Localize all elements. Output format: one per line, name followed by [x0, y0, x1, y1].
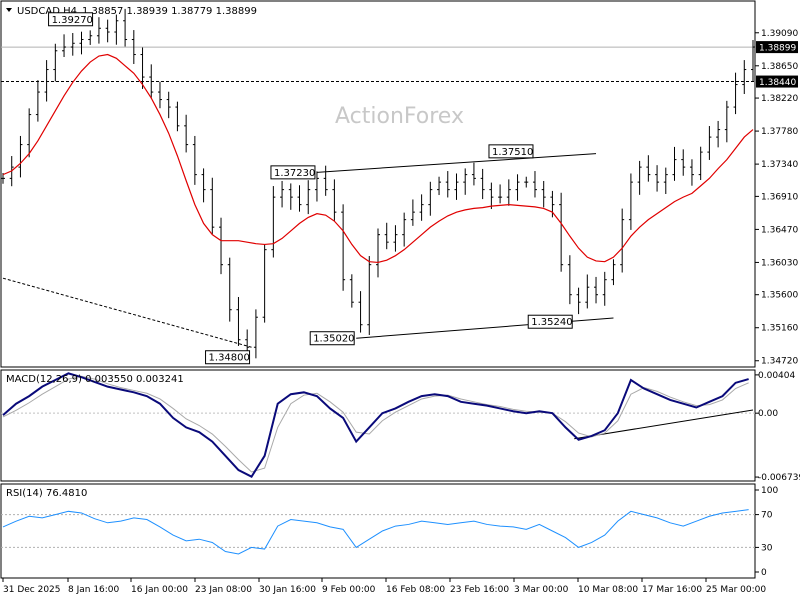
- price-label-text: 1.38440: [759, 78, 796, 88]
- price-y-tick-label: 1.37340: [761, 160, 798, 170]
- macd-layer: [1, 372, 755, 478]
- annotation-label: 1.37230: [274, 168, 315, 179]
- annotation-label: 1.34800: [209, 353, 250, 364]
- x-tick-label: 16 Feb 08:00: [386, 585, 445, 595]
- annotation-label: 1.35020: [313, 334, 354, 345]
- trendline: [2, 277, 252, 348]
- price-y-tick-label: 1.35160: [761, 324, 798, 334]
- x-tick-label: 23 Jan 08:00: [195, 585, 252, 595]
- x-tick-label: 3 Mar 00:00: [514, 585, 569, 595]
- price-y-tick-label: 1.34720: [761, 357, 798, 367]
- axis-layer: 1.39090 1.38650 1.38220 1.37780 1.37340 1.369…: [2, 29, 800, 595]
- annotation-label: 1.37510: [492, 147, 533, 158]
- macd-line: [2, 372, 749, 478]
- price-y-tick-label: 1.36030: [761, 258, 798, 268]
- rsi-title: RSI(14) 76.4810: [6, 488, 87, 499]
- rsi-line: [2, 509, 749, 555]
- watermark: ActionForex: [335, 104, 464, 129]
- rsi-panel-frame: [0, 483, 756, 579]
- rsi-layer: [1, 509, 755, 555]
- dropdown-triangle-icon[interactable]: [6, 8, 12, 12]
- price-layer: 1.39270 1.34800 1.37230 1.35020 1.37510 1.352…: [1, 8, 755, 365]
- annotation-box: [48, 12, 94, 27]
- rsi-y-tick-label: 0: [761, 568, 767, 578]
- macd-y-tick-label: -0.006739: [758, 473, 800, 483]
- macd-y-tick-label: 0.00: [758, 409, 778, 419]
- x-tick-label: 17 Mar 16:00: [642, 585, 702, 595]
- price-y-tick-label: 1.36470: [761, 225, 798, 235]
- macd-trendline: [574, 409, 754, 440]
- annotation-box: [270, 165, 316, 180]
- x-tick-label: 30 Jan 16:00: [259, 585, 316, 595]
- price-y-tick-label: 1.39090: [761, 29, 798, 39]
- price-label-text: 1.38899: [759, 44, 796, 54]
- price-label-box: [756, 41, 798, 54]
- x-tick-label: 10 Mar 08:00: [578, 585, 638, 595]
- price-y-tick-label: 1.36910: [761, 192, 798, 202]
- annotation-box: [205, 350, 251, 365]
- x-tick-label: 9 Feb 00:00: [322, 585, 376, 595]
- macd-panel-frame: [0, 369, 756, 482]
- price-bars: [1, 8, 755, 359]
- macd-title: MACD(12,26,9) 0.003550 0.003241: [6, 374, 184, 385]
- annotation-label: 1.35240: [531, 317, 572, 328]
- annotation-box: [488, 144, 534, 159]
- moving-average-line: [2, 53, 754, 264]
- macd-y-tick-label: 0.00404: [758, 371, 795, 381]
- price-y-tick-label: 1.35600: [761, 291, 798, 301]
- annotation-label: 1.39270: [52, 15, 93, 26]
- rsi-y-tick-label: 30: [761, 543, 773, 553]
- rsi-y-tick-label: 100: [761, 486, 778, 496]
- price-y-tick-label: 1.38220: [761, 94, 798, 104]
- x-tick-label: 31 Dec 2025: [3, 585, 61, 595]
- rsi-y-tick-label: 70: [761, 511, 773, 521]
- x-tick-label: 8 Jan 16:00: [68, 585, 120, 595]
- annotation-box: [309, 331, 355, 346]
- trendline: [316, 153, 597, 173]
- price-panel-frame: [0, 0, 756, 368]
- price-y-tick-label: 1.37780: [761, 127, 798, 137]
- price-label-box: [756, 75, 798, 88]
- price-y-tick-label: 1.38650: [761, 62, 798, 72]
- price-title: USDCAD,H4: [17, 6, 77, 17]
- macd-signal-line: [2, 375, 749, 473]
- x-tick-label: 16 Jan 00:00: [131, 585, 188, 595]
- x-tick-label: 23 Feb 16:00: [450, 585, 509, 595]
- x-tick-label: 25 Mar 00:00: [706, 585, 766, 595]
- price-ohlc: 1.38857 1.38939 1.38779 1.38899: [82, 6, 257, 17]
- annotation-box: [527, 314, 573, 329]
